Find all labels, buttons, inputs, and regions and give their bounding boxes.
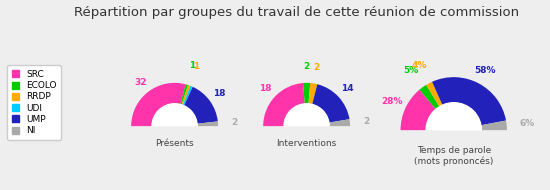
Circle shape xyxy=(152,104,197,149)
Wedge shape xyxy=(481,120,507,130)
Wedge shape xyxy=(312,84,349,123)
Text: 4%: 4% xyxy=(412,61,427,70)
Circle shape xyxy=(284,104,329,149)
Wedge shape xyxy=(184,87,218,124)
Wedge shape xyxy=(426,82,442,107)
Text: 2: 2 xyxy=(314,63,320,72)
Wedge shape xyxy=(263,83,305,126)
Wedge shape xyxy=(420,85,439,109)
Wedge shape xyxy=(309,83,317,105)
Legend: SRC, ECOLO, RRDP, UDI, UMP, NI: SRC, ECOLO, RRDP, UDI, UMP, NI xyxy=(7,65,61,140)
Text: Temps de parole
(mots prononcés): Temps de parole (mots prononcés) xyxy=(414,146,493,166)
Text: Interventions: Interventions xyxy=(277,139,337,148)
Text: 1: 1 xyxy=(189,61,195,70)
Wedge shape xyxy=(182,85,190,105)
Text: 28%: 28% xyxy=(381,97,403,106)
Text: Présents: Présents xyxy=(155,139,194,148)
Text: 58%: 58% xyxy=(475,66,496,74)
Text: Répartition par groupes du travail de cette réunion de commission: Répartition par groupes du travail de ce… xyxy=(74,6,520,19)
Wedge shape xyxy=(246,126,367,187)
Text: 2: 2 xyxy=(232,118,238,127)
Wedge shape xyxy=(197,121,218,126)
Text: 1: 1 xyxy=(192,63,199,71)
Text: 18: 18 xyxy=(213,89,226,98)
Text: 5%: 5% xyxy=(403,66,419,75)
Text: 14: 14 xyxy=(341,84,354,93)
Circle shape xyxy=(426,103,481,158)
Wedge shape xyxy=(303,83,310,104)
Wedge shape xyxy=(180,84,188,105)
Wedge shape xyxy=(329,119,350,126)
Text: 2: 2 xyxy=(364,117,370,126)
Wedge shape xyxy=(432,77,506,125)
Wedge shape xyxy=(379,130,528,190)
Wedge shape xyxy=(183,86,192,106)
Text: 32: 32 xyxy=(134,78,147,87)
Text: 2: 2 xyxy=(304,62,310,71)
Wedge shape xyxy=(114,126,235,187)
Text: 6%: 6% xyxy=(519,119,535,128)
Text: 18: 18 xyxy=(260,84,272,93)
Wedge shape xyxy=(131,83,186,126)
Wedge shape xyxy=(400,90,436,130)
